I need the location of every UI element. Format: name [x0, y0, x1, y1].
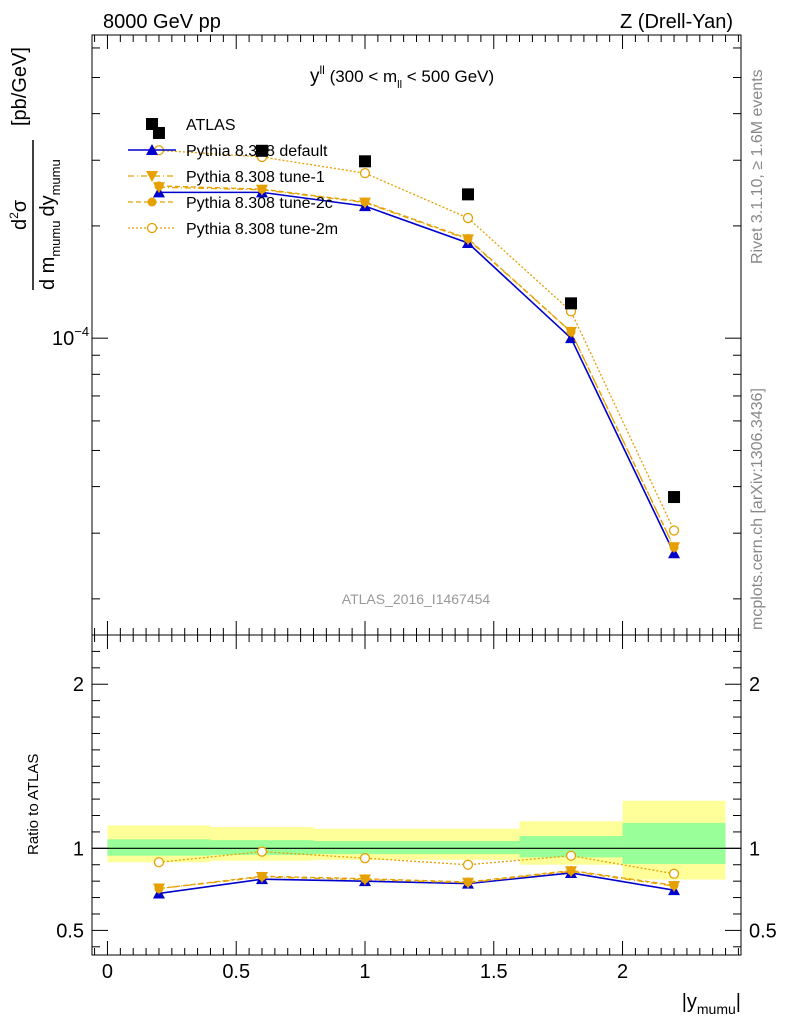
- ratio-data-point: [360, 874, 370, 884]
- x-axis-label: |ymumu|: [682, 991, 741, 1017]
- ratio-data-point: [462, 859, 474, 870]
- ratio-data-point: [256, 846, 268, 857]
- ratio-y-tick-label: 2: [73, 674, 84, 696]
- ratio-band-inner: [107, 839, 211, 856]
- series-line: [158, 185, 675, 548]
- data-point: [669, 542, 679, 552]
- data-point: [154, 181, 164, 191]
- data-point: [565, 297, 578, 310]
- series-line: [158, 191, 675, 554]
- svg-text:d mmumudymumu: d mmumudymumu: [37, 159, 63, 290]
- rivet-label: Rivet 3.1.10, ≥ 1.6M events: [749, 69, 766, 264]
- data-point: [360, 197, 370, 207]
- legend-marker: [146, 171, 158, 182]
- ratio-band-inner: [519, 836, 623, 858]
- ratio-frame: [91, 634, 742, 956]
- header-left: 8000 GeV pp: [103, 11, 221, 33]
- legend-marker: [147, 197, 157, 207]
- ratio-data-point: [566, 865, 576, 875]
- legend-label: ATLAS: [186, 117, 236, 134]
- svg-text:d2σ: d2σ: [7, 199, 31, 230]
- ratio-y-tick-label: 0.5: [56, 920, 84, 942]
- main-panel: 10−410−3ATLASPythia 8.308 defaultPythia …: [52, 34, 742, 636]
- x-tick-label: 1.5: [480, 961, 508, 983]
- ratio-band-inner: [622, 822, 726, 864]
- ratio-series-line: [158, 870, 675, 890]
- ratio-data-point: [668, 868, 680, 879]
- ratio-data-point: [153, 857, 165, 868]
- ratio-y-tick-label: 1: [73, 838, 84, 860]
- data-point: [462, 188, 475, 201]
- ratio-data-point: [359, 853, 371, 864]
- ratio-panel: 0 0.5 1 1.5 2 0.5 0.5 1 1 2 2: [56, 634, 777, 983]
- legend-label: Pythia 8.308 default: [186, 143, 328, 160]
- chart-title: yll (300 < mll < 500 GeV): [310, 63, 494, 91]
- x-tick-label: 1: [359, 961, 370, 983]
- legend: ATLAS Pythia 8.308 default Pythia 8.308 tu…: [128, 117, 338, 238]
- data-point: [255, 144, 268, 157]
- header-right: Z (Drell-Yan): [620, 11, 733, 33]
- ratio-y-tick-label-right: 1: [749, 838, 760, 860]
- ratio-y-axis-label: Ratio to ATLAS: [25, 754, 42, 855]
- series-line: [158, 186, 675, 548]
- legend-marker: [146, 118, 158, 130]
- ratio-y-tick-label-right: 2: [749, 674, 760, 696]
- ratio-data-point: [257, 871, 267, 881]
- x-tick-label: 2: [617, 961, 628, 983]
- ratio-y-tick-label-right: 0.5: [749, 920, 777, 942]
- data-point: [463, 234, 473, 244]
- analysis-watermark: ATLAS_2016_I1467454: [342, 591, 491, 607]
- legend-label: Pythia 8.308 tune-2c: [186, 195, 333, 212]
- legend-label: Pythia 8.308 tune-1: [186, 169, 325, 186]
- ratio-band-inner: [416, 840, 520, 855]
- ratio-series-line: [158, 872, 675, 895]
- svg-text:[pb/GeV]: [pb/GeV]: [9, 47, 31, 126]
- data-point: [359, 168, 371, 179]
- main-y-axis-label: d2σ d mmumudymumu [pb/GeV]: [7, 47, 63, 290]
- data-point: [566, 327, 576, 337]
- data-point: [668, 525, 680, 536]
- legend-marker: [146, 144, 158, 155]
- ratio-data-point: [565, 850, 577, 861]
- legend-marker: [146, 222, 158, 234]
- y-tick-label: 10−4: [52, 324, 89, 350]
- data-point: [152, 126, 165, 139]
- data-point: [358, 155, 371, 168]
- x-tick-label: 0: [102, 961, 113, 983]
- legend-label: Pythia 8.308 tune-2m: [186, 221, 338, 238]
- data-point: [257, 184, 267, 194]
- data-point: [668, 491, 681, 504]
- ratio-data-point: [669, 880, 679, 890]
- ratio-data-point: [463, 877, 473, 887]
- ratio-series-line: [158, 869, 675, 890]
- ratio-data-point: [154, 884, 164, 894]
- x-tick-label: 0.5: [222, 961, 250, 983]
- data-point: [462, 212, 474, 224]
- mcplots-label: mcplots.cern.ch [arXiv:1306.3436]: [749, 388, 766, 630]
- ratio-band-inner: [313, 840, 417, 855]
